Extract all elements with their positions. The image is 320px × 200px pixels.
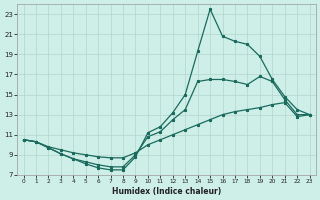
- X-axis label: Humidex (Indice chaleur): Humidex (Indice chaleur): [112, 187, 221, 196]
